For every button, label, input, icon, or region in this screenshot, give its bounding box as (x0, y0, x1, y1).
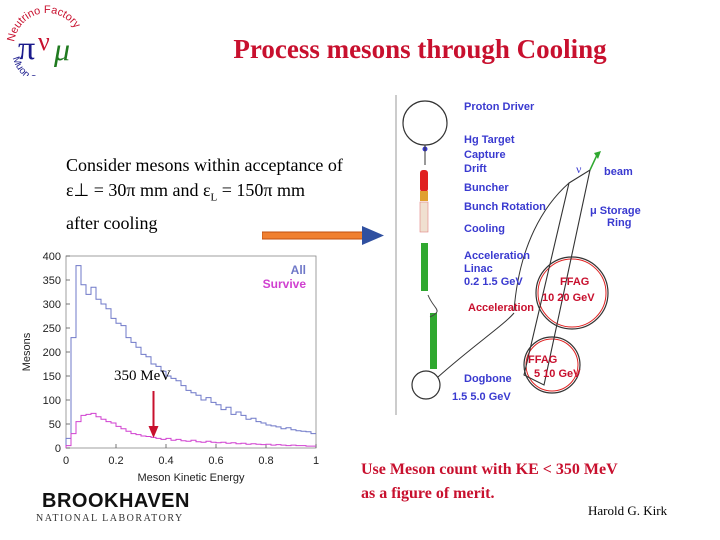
y-tick-label: 100 (43, 395, 61, 407)
x-axis-label: Meson Kinetic Energy (138, 472, 245, 484)
bnl-subtitle: NATIONAL LABORATORY (36, 513, 184, 524)
annotation-arrow-head (148, 426, 159, 438)
y-tick-label: 400 (43, 251, 61, 263)
label-storage-1: μ Storage (590, 205, 641, 217)
linac-section (421, 243, 428, 291)
label-nu: ν (576, 162, 582, 176)
label-beam: beam (604, 166, 633, 178)
label-storage-2: Ring (607, 217, 631, 229)
label-dogbone: Dogbone (464, 373, 512, 385)
intro-line-2: ε⊥ = 30π mm and εL = 150π mm (66, 180, 306, 204)
conclusion-line-2: as a figure of merit. (361, 485, 495, 502)
y-tick-label: 0 (55, 443, 61, 455)
x-tick-label: 0 (63, 455, 69, 467)
brookhaven-logo: BROOKHAVEN NATIONAL LABORATORY (36, 490, 190, 524)
meson-histogram: 0 50 100 150 200 250 300 350 400 0 0.2 0.4 0.6 0.8 1 Me… (21, 251, 319, 484)
legend-all: All (291, 263, 306, 277)
facility-diagram: Proton Driver Hg Target Capture Drift Bu… (394, 95, 690, 415)
svg-text:μ: μ (53, 31, 70, 67)
label-ffag-1: FFAG (560, 276, 589, 288)
x-tick-label: 1 (313, 455, 319, 467)
series-line-survive (65, 412, 316, 448)
label-proton-driver: Proton Driver (464, 101, 535, 113)
x-tick-label: 0.8 (258, 455, 273, 467)
storage-ring (523, 168, 591, 386)
label-bunch-rotation: Bunch Rotation (464, 201, 546, 213)
intro-line-3: after cooling (66, 212, 158, 233)
label-linac: Linac (464, 263, 493, 275)
intro-text: Consider mesons within acceptance of ε⊥ … (66, 153, 343, 236)
label-ffag-2: FFAG (528, 354, 557, 366)
x-tick-label: 0.4 (158, 455, 173, 467)
svg-text:ν: ν (38, 27, 50, 56)
svg-text:π: π (18, 30, 35, 67)
label-acceleration: Acceleration (464, 250, 530, 262)
label-cooling: Cooling (464, 223, 505, 235)
series-line-all (65, 265, 316, 448)
y-tick-label: 350 (43, 275, 61, 287)
ffag-ring-large (535, 256, 609, 330)
buncher-section (420, 170, 428, 192)
label-linac-range: 0.2 1.5 GeV (464, 276, 523, 288)
pointer-arrow (262, 226, 384, 245)
y-axis-label: Mesons (21, 332, 33, 371)
annotation-label: 350 MeV (114, 368, 171, 384)
y-tick-label: 200 (43, 347, 61, 359)
label-dogbone-range: 1.5 5.0 GeV (452, 391, 511, 403)
neutrino-factory-logo: Neutrino Factory Muon Collider π ν μ (5, 4, 83, 76)
bnl-name: BROOKHAVEN (42, 490, 190, 512)
x-tick-label: 0.6 (208, 455, 223, 467)
x-tick-label: 0.2 (108, 455, 123, 467)
y-tick-label: 300 (43, 299, 61, 311)
label-ffag-2-range: 5 10 GeV (534, 368, 581, 380)
dogbone-loop (411, 370, 441, 400)
label-hg-target: Hg Target (464, 134, 515, 146)
ffag-ring-small (523, 336, 581, 394)
conclusion-text: Use Meson count with KE < 350 MeV as a f… (361, 458, 618, 506)
y-tick-label: 150 (43, 371, 61, 383)
label-acceleration-2: Acceleration (468, 302, 534, 314)
legend-survive: Survive (263, 277, 307, 291)
intro-line-1: Consider mesons within acceptance of (66, 155, 343, 175)
y-tick-label: 250 (43, 323, 61, 335)
label-buncher: Buncher (464, 182, 509, 194)
label-ffag-1-range: 10 20 GeV (542, 292, 595, 304)
slide-title: Process mesons through Cooling (233, 34, 607, 64)
label-capture: Capture (464, 149, 506, 161)
label-drift: Drift (464, 163, 487, 175)
y-tick-label: 50 (49, 419, 61, 431)
conclusion-line-1: Use Meson count with KE < 350 MeV (361, 461, 618, 478)
author-name: Harold G. Kirk (588, 503, 668, 518)
